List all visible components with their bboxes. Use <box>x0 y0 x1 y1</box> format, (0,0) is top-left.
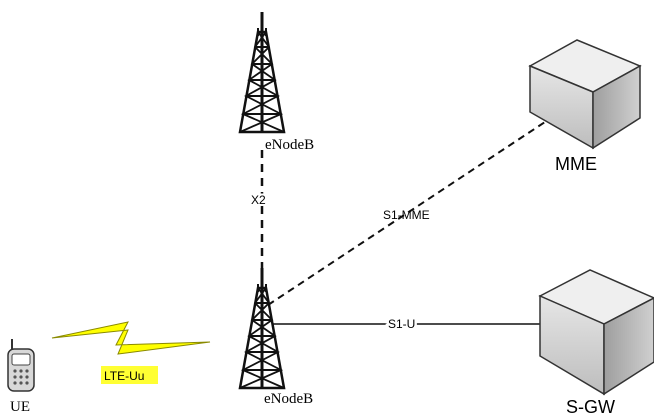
lte-uu-highlight <box>101 366 158 384</box>
s1-mme-link <box>267 119 549 306</box>
mme-label: MME <box>555 154 597 174</box>
sgw-server-icon <box>538 269 654 396</box>
mme-server-icon <box>528 39 642 150</box>
sgw-label: S-GW <box>566 397 615 417</box>
enodeb-top-label: eNodeB <box>265 137 314 153</box>
ue-label: UE <box>10 399 30 415</box>
ue-phone-icon <box>7 339 35 392</box>
enodeb-top-tower-icon <box>238 10 286 134</box>
enodeb-bottom-label: eNodeB <box>264 391 313 407</box>
x2-label: X2 <box>251 193 266 207</box>
s1-mme-label: S1-MME <box>383 208 430 222</box>
lightning-bolt-icon <box>51 321 211 355</box>
lte-uu-label: LTE-Uu <box>104 369 144 383</box>
s1-u-label: S1-U <box>388 317 415 331</box>
enodeb-bottom-tower-icon <box>238 266 286 390</box>
